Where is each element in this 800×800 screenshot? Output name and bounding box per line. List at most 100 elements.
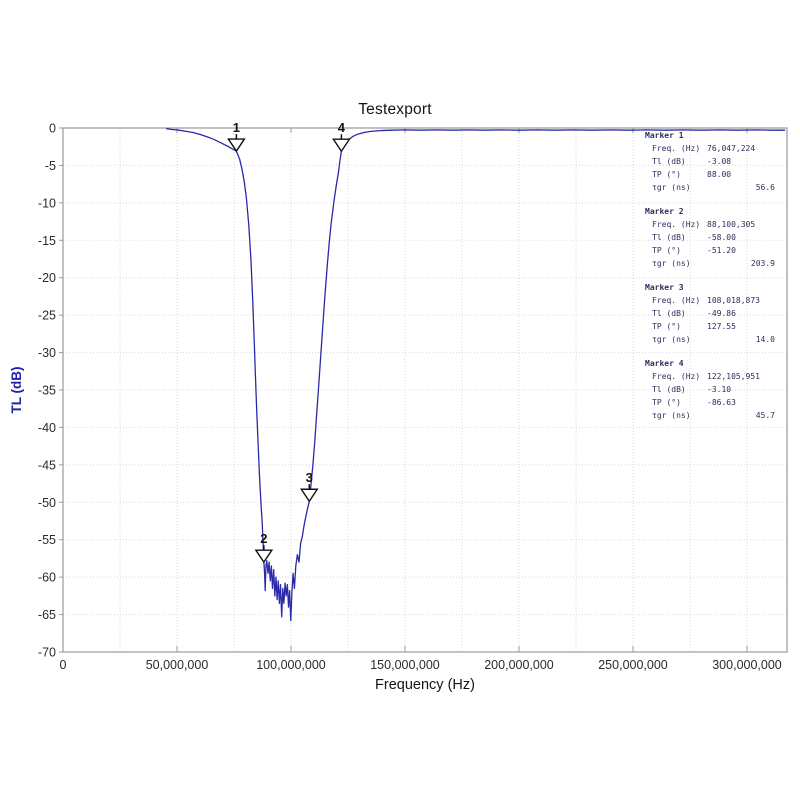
x-tick-label: 250,000,000: [598, 658, 668, 672]
marker-block-row: Tl (dB) -49.86: [645, 307, 775, 320]
x-tick-label: 50,000,000: [146, 658, 209, 672]
y-tick-label: -30: [38, 346, 56, 360]
x-tick-label: 0: [60, 658, 67, 672]
y-tick-label: -55: [38, 533, 56, 547]
x-tick-label: 200,000,000: [484, 658, 554, 672]
marker-row-value: 88,100,305: [707, 220, 756, 229]
chart-title: Testexport: [358, 101, 432, 118]
trace-TL: [166, 128, 786, 622]
y-tick-label: -25: [38, 309, 56, 323]
marker-row-value: 203.9: [750, 259, 775, 268]
marker-block-row: Tl (dB) -3.08: [645, 155, 775, 168]
marker-row-value: -58.00: [707, 233, 736, 242]
y-tick-label: 0: [49, 122, 56, 136]
y-tick-label: -50: [38, 496, 56, 510]
marker-row-label: Tl (dB): [652, 157, 686, 166]
marker-row-value: -49.86: [707, 309, 736, 318]
marker-row-value: 45.7: [755, 411, 775, 420]
marker-block-title: Marker 3: [645, 283, 684, 292]
marker-3: 3: [299, 470, 319, 503]
marker-row-label: Tl (dB): [652, 233, 686, 242]
y-tick-label: -35: [38, 384, 56, 398]
marker-row-label: Tl (dB): [652, 385, 686, 394]
marker-triangle-icon: [332, 138, 351, 153]
y-tick-label: -70: [38, 646, 56, 660]
markers-group: 1 2 3 4: [227, 120, 351, 564]
y-tick-label: -10: [38, 196, 56, 210]
marker-number: 1: [233, 120, 240, 135]
marker-number: 3: [306, 470, 313, 485]
y-tick-label: -45: [38, 458, 56, 472]
marker-4: 4: [332, 120, 351, 153]
y-tick-label: -60: [38, 571, 56, 585]
marker-block-row: TP (°) -51.20: [645, 244, 775, 257]
marker-row-label: Freq. (Hz): [652, 296, 701, 305]
marker-block-row: Tl (dB) -3.10: [645, 383, 775, 396]
marker-block-row: τgr (ns) 14.0: [645, 333, 775, 346]
marker-block-row: Freq. (Hz) 108,018,873: [645, 294, 775, 307]
marker-block-row: TP (°) -86.63: [645, 396, 775, 409]
marker-block-row: Freq. (Hz) 76,047,224: [645, 142, 775, 155]
y-tick-label: -65: [38, 608, 56, 622]
marker-row-value: 108,018,873: [707, 296, 760, 305]
marker-block: Marker 2 Freq. (Hz) 88,100,305 Tl (dB) -58.0…: [645, 205, 775, 270]
marker-block-row: TP (°) 88.00: [645, 168, 775, 181]
marker-block-row: τgr (ns) 56.6: [645, 181, 775, 194]
marker-block-title: Marker 2: [645, 207, 684, 216]
marker-row-value: 122,105,951: [707, 372, 760, 381]
marker-row-label: τgr (ns): [652, 259, 691, 268]
marker-triangle-icon: [254, 549, 274, 564]
marker-row-value: 76,047,224: [707, 144, 756, 153]
marker-block-row: TP (°) 127.55: [645, 320, 775, 333]
gridlines: [63, 128, 787, 652]
axes: 0 50,000,000 100,000,000 150,000,000 200,000…: [38, 122, 788, 672]
marker-block-row: τgr (ns) 203.9: [645, 257, 775, 270]
marker-block-row: Freq. (Hz) 122,105,951: [645, 370, 775, 383]
marker-2: 2: [254, 531, 274, 564]
x-tick-label: 300,000,000: [712, 658, 782, 672]
marker-row-value: 127.55: [707, 322, 736, 331]
marker-block-title: Marker 1: [645, 131, 684, 140]
marker-row-label: τgr (ns): [652, 411, 691, 420]
marker-row-label: TP (°): [652, 322, 681, 331]
marker-triangle-icon: [299, 488, 319, 503]
marker-block: Marker 4 Freq. (Hz) 122,105,951 Tl (dB) -3.1…: [645, 357, 775, 422]
marker-row-label: τgr (ns): [652, 335, 691, 344]
marker-row-value: -3.10: [707, 385, 732, 394]
marker-row-label: TP (°): [652, 170, 681, 179]
trace-group: [166, 128, 786, 622]
y-tick-label: -40: [38, 421, 56, 435]
y-tick-label: -20: [38, 271, 56, 285]
marker-row-value: 56.6: [755, 183, 775, 192]
y-tick-label: -15: [38, 234, 56, 248]
marker-number: 4: [338, 120, 346, 135]
marker-row-value: -3.08: [707, 157, 732, 166]
marker-row-label: τgr (ns): [652, 183, 691, 192]
marker-block-row: Freq. (Hz) 88,100,305: [645, 218, 775, 231]
x-tick-label: 100,000,000: [256, 658, 326, 672]
marker-block-row: Tl (dB) -58.00: [645, 231, 775, 244]
marker-row-value: 88.00: [707, 170, 732, 179]
marker-block: Marker 3 Freq. (Hz) 108,018,873 Tl (dB) -49.…: [645, 281, 775, 346]
marker-row-label: Freq. (Hz): [652, 372, 701, 381]
marker-row-label: Freq. (Hz): [652, 220, 701, 229]
x-tick-label: 150,000,000: [370, 658, 440, 672]
marker-row-label: Freq. (Hz): [652, 144, 701, 153]
marker-1: 1: [227, 120, 246, 153]
marker-panel: Marker 1 Freq. (Hz) 76,047,224 Tl (dB) -3.08…: [645, 129, 775, 433]
marker-row-label: TP (°): [652, 246, 681, 255]
marker-block: Marker 1 Freq. (Hz) 76,047,224 Tl (dB) -3.08…: [645, 129, 775, 194]
marker-block-title: Marker 4: [645, 359, 684, 368]
marker-number: 2: [260, 531, 267, 546]
marker-row-value: -51.20: [707, 246, 736, 255]
marker-triangle-icon: [227, 138, 246, 153]
marker-row-label: TP (°): [652, 398, 681, 407]
y-tick-label: -5: [45, 159, 56, 173]
x-axis-label: Frequency (Hz): [375, 677, 475, 693]
marker-row-label: Tl (dB): [652, 309, 686, 318]
marker-row-value: 14.0: [755, 335, 775, 344]
marker-row-value: -86.63: [707, 398, 736, 407]
marker-block-row: τgr (ns) 45.7: [645, 409, 775, 422]
